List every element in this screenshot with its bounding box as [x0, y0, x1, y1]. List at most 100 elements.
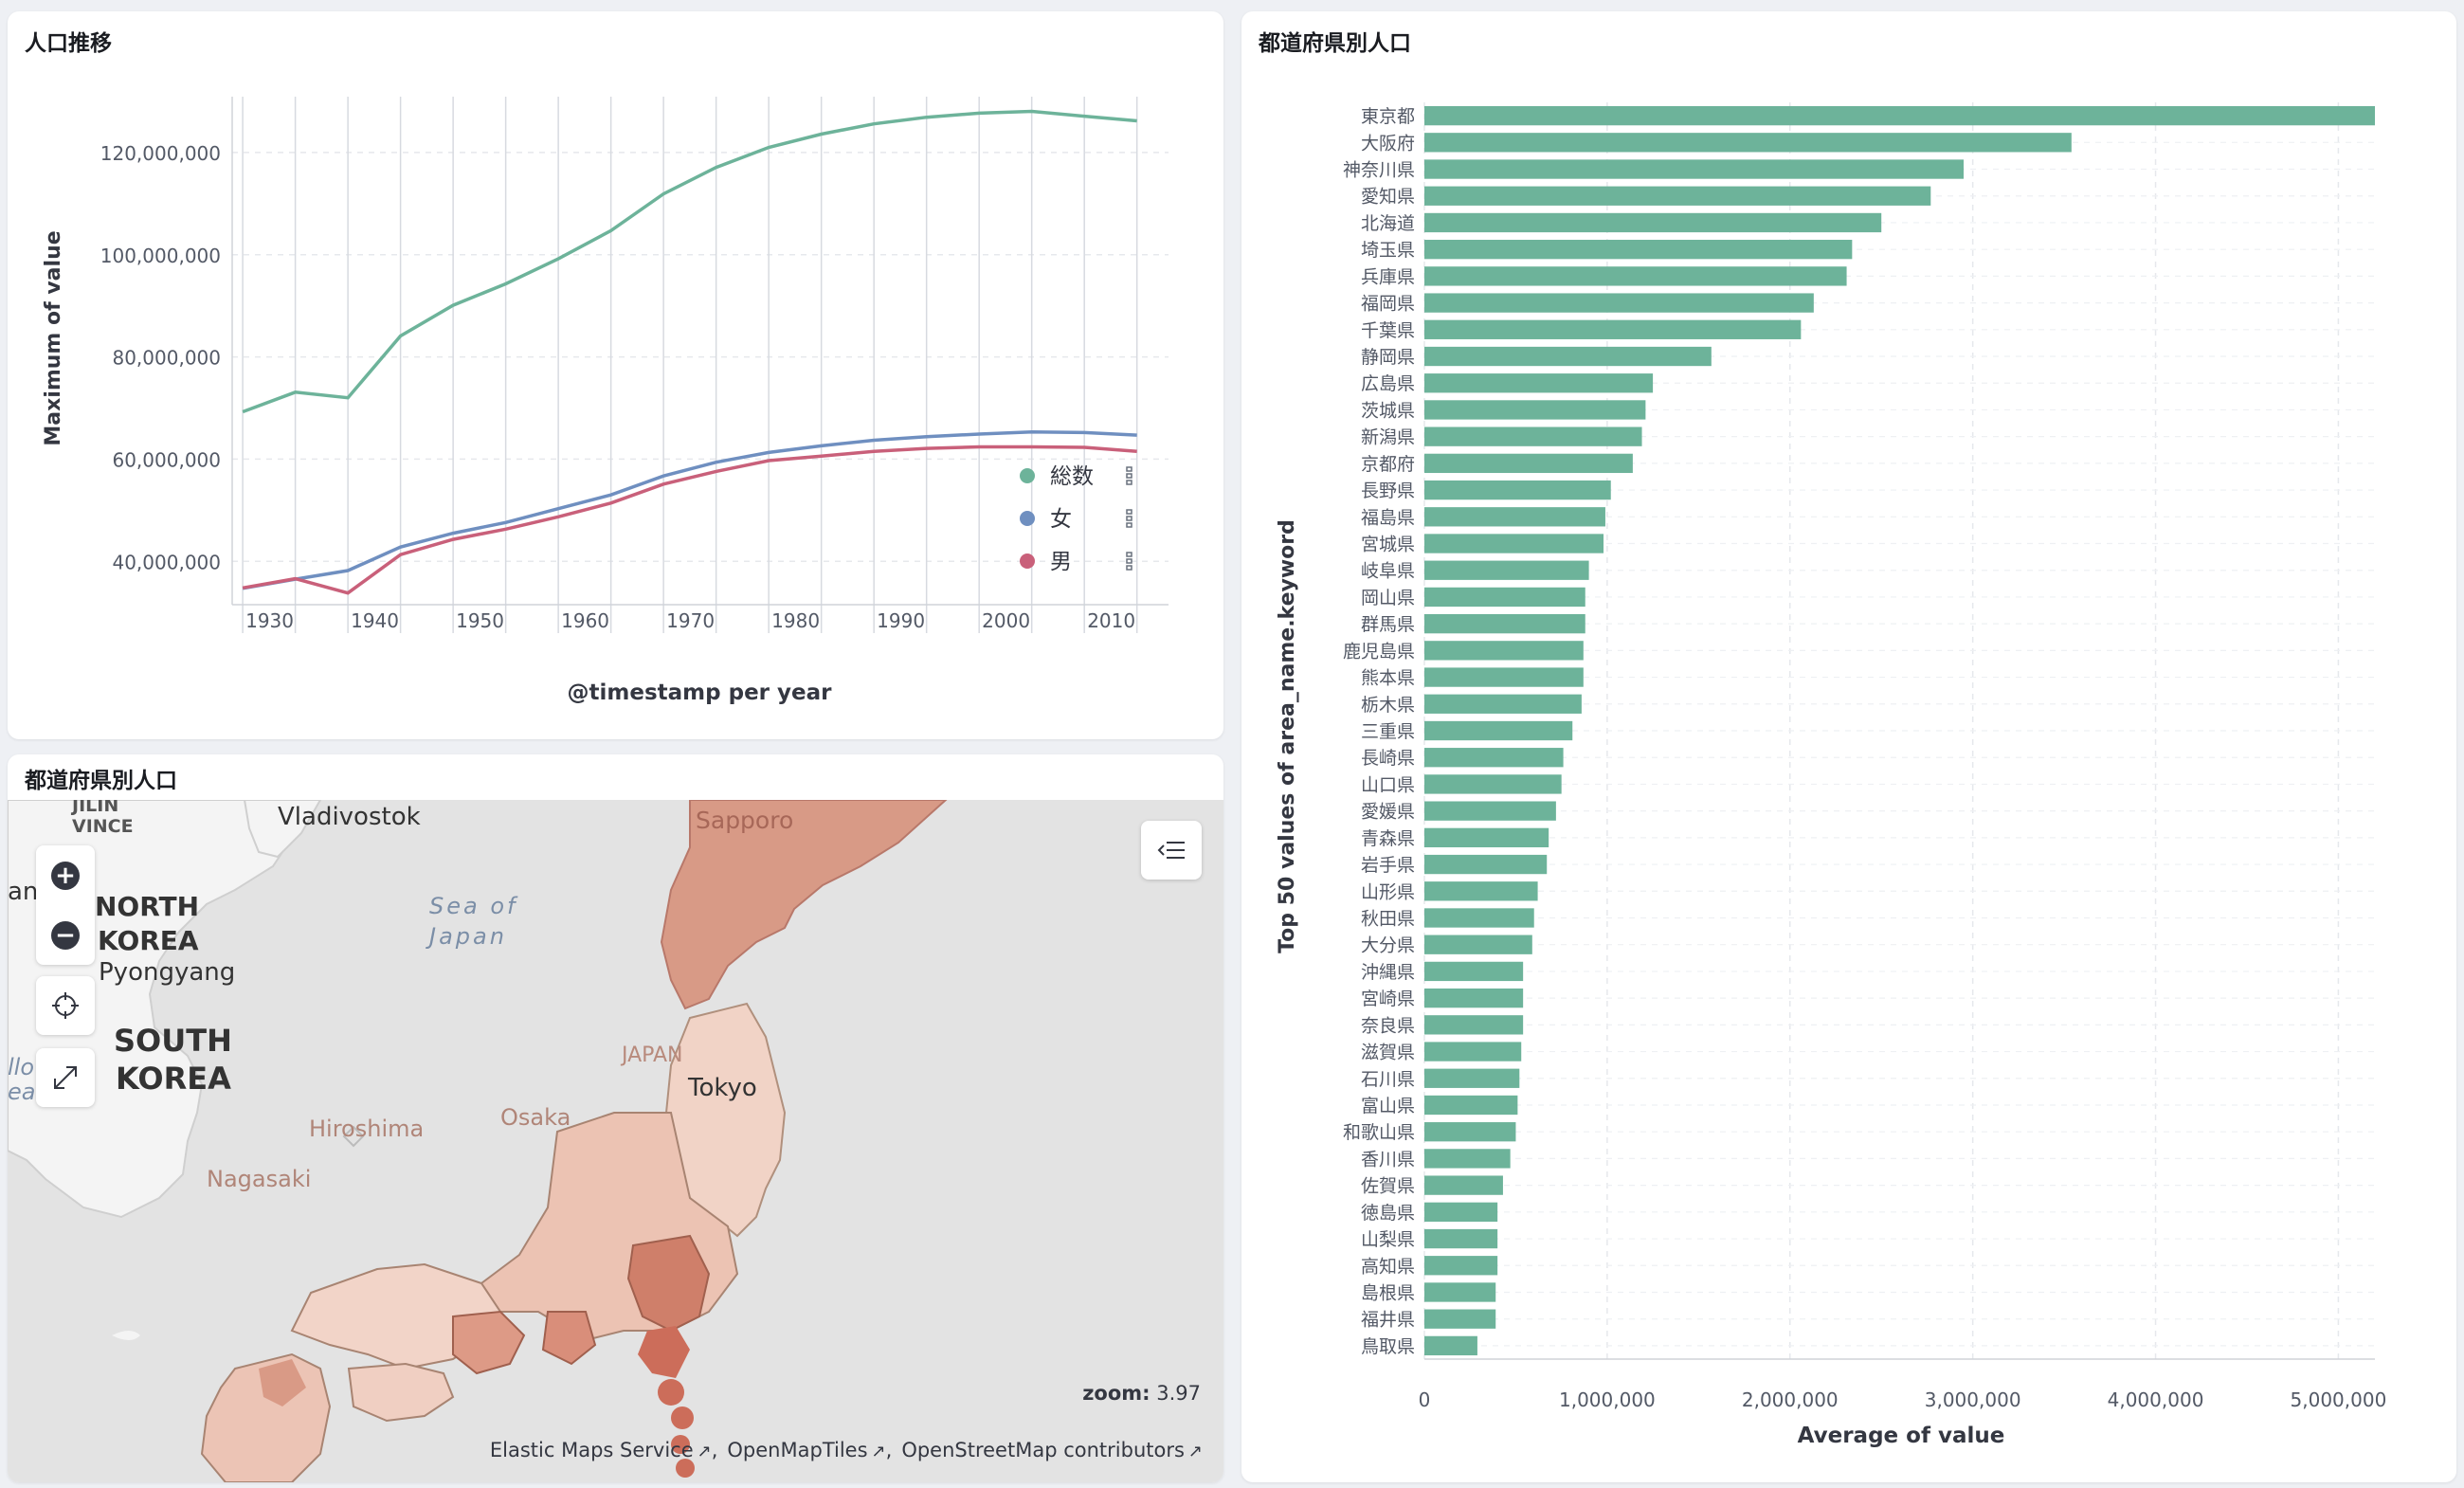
map-label-sea-1: Sea of [429, 893, 518, 919]
bar [1424, 319, 1802, 339]
bar-category-label: 宮崎県 [1361, 989, 1415, 1009]
map-label-yellow-sea-2: ea [8, 1079, 35, 1105]
legend-menu-icon [1126, 522, 1132, 528]
line-chart-panel: 人口推移 120,000,000 100,000,000 80,000,000 60,… [8, 11, 1223, 739]
line-ylabel: Maximum of value [42, 230, 65, 445]
minus-icon: − [51, 920, 80, 950]
bar-category-label: 千葉県 [1361, 320, 1415, 341]
russia-coast [243, 800, 322, 859]
legend-menu-icon [1126, 509, 1132, 515]
legend-menu-icon [1126, 558, 1132, 564]
bar [1424, 801, 1556, 821]
bar [1424, 720, 1573, 741]
zoom-in-button[interactable]: + [36, 845, 95, 905]
map-label-north-korea-1: NORTH [95, 891, 199, 922]
bar-category-label: 兵庫県 [1361, 266, 1415, 287]
line-panel-title: 人口推移 [25, 31, 112, 56]
bar [1424, 1282, 1496, 1302]
legend-swatch-総数 [1020, 468, 1035, 483]
bar-category-label: 長崎県 [1361, 748, 1415, 769]
layer-control-toggle[interactable] [1141, 821, 1202, 880]
bar-category-label: 鹿児島県 [1343, 641, 1415, 662]
map-zoom-readout: zoom: 3.97 [1082, 1382, 1201, 1405]
bar [1424, 1095, 1518, 1116]
legend-label-女: 女 [1050, 507, 1072, 532]
zoom-out-button[interactable]: − [36, 905, 95, 965]
bar-category-label: 愛媛県 [1361, 802, 1415, 823]
kanto-region [626, 1234, 711, 1333]
bar [1424, 667, 1584, 687]
map-panel: 都道府県別人口 [8, 754, 1223, 1482]
line-chart: 120,000,000 100,000,000 80,000,000 60,000,0… [42, 97, 1169, 705]
bar-category-label: 福岡県 [1361, 294, 1415, 315]
bar-category-label: 山形県 [1361, 881, 1415, 902]
legend-menu-icon [1126, 480, 1132, 485]
bar [1424, 159, 1965, 179]
bar-category-label: 大阪府 [1361, 133, 1415, 154]
line-xlabel: @timestamp per year [568, 680, 833, 705]
legend-label-男: 男 [1050, 550, 1072, 574]
bar-category-label: 岩手県 [1361, 855, 1415, 876]
bar-category-label: 群馬県 [1361, 614, 1415, 635]
map-label-partial: an [8, 878, 38, 906]
aichi-region [541, 1311, 597, 1366]
bar [1424, 1256, 1498, 1276]
line-xtick-label: 1990 [877, 609, 925, 632]
bar [1424, 1122, 1516, 1142]
bar-category-label: 佐賀県 [1361, 1176, 1415, 1197]
bar-category-label: 沖縄県 [1361, 962, 1415, 983]
set-view-button[interactable] [36, 976, 95, 1035]
attribution-link-openmaptiles[interactable]: OpenMapTiles ↗, [727, 1439, 893, 1461]
bar [1424, 1309, 1496, 1329]
bar-chart-axes: 0 1,000,000 2,000,000 3,000,000 4,000,000 5,0… [1343, 106, 2386, 1411]
line-xtick-label: 1940 [351, 609, 399, 632]
line-xtick-label: 1930 [245, 609, 294, 632]
map-svg: Vladivostok JILIN VINCE Sapporo NORTH KO… [8, 800, 948, 1482]
line-xtick-label: 1950 [456, 609, 504, 632]
bar-xtick-label: 4,000,000 [2108, 1388, 2204, 1411]
bar-category-label: 富山県 [1361, 1096, 1415, 1116]
map-label-province: VINCE [72, 816, 134, 837]
bar [1424, 587, 1585, 608]
bar-category-label: 栃木県 [1361, 695, 1415, 716]
attribution-link-ems[interactable]: Elastic Maps Service ↗, [489, 1439, 718, 1461]
map-label-nagasaki: Nagasaki [207, 1166, 311, 1192]
bar-category-label: 山口県 [1361, 774, 1415, 795]
bar-category-label: 島根県 [1361, 1282, 1415, 1303]
line-chart-grid [232, 97, 1169, 633]
legend-swatch-女 [1020, 511, 1035, 526]
bar-xlabel: Average of value [1798, 1424, 2005, 1448]
map-canvas[interactable]: Vladivostok JILIN VINCE Sapporo NORTH KO… [8, 800, 1223, 1482]
bar-ylabel: Top 50 values of area_name.keyword [1276, 519, 1299, 953]
bar-category-label: 徳島県 [1361, 1203, 1415, 1224]
line-ytick-label: 40,000,000 [112, 551, 221, 573]
line-series-女 [242, 430, 1137, 590]
bar [1424, 854, 1548, 875]
hokkaido [660, 800, 948, 1010]
line-xtick-label: 1970 [666, 609, 715, 632]
bar [1424, 827, 1549, 848]
attribution-link-osm[interactable]: OpenStreetMap contributors ↗ [901, 1439, 1203, 1461]
bar [1424, 1335, 1477, 1356]
bar [1424, 400, 1646, 420]
map-label-jilin: JILIN [70, 800, 118, 816]
legend-menu-icon [1126, 466, 1132, 472]
bar-category-label: 三重県 [1361, 721, 1415, 742]
legend-menu-icon [1126, 552, 1132, 557]
plus-icon: + [51, 861, 80, 890]
bar [1424, 560, 1589, 580]
dokdo-marker [342, 1125, 365, 1148]
fukuoka-region [259, 1359, 306, 1406]
bar-chart-panel: 都道府県別人口 0 1,000,000 2,000,000 3,000,000 4,00… [1241, 11, 2456, 1482]
bar [1424, 908, 1534, 928]
bar-xtick-label: 3,000,000 [1925, 1388, 2021, 1411]
bar-category-label: 愛知県 [1361, 187, 1415, 208]
bar-category-label: 東京都 [1361, 106, 1415, 127]
bar [1424, 641, 1584, 661]
fullscreen-button[interactable] [36, 1048, 95, 1107]
map-label-south-korea-1: SOUTH [114, 1023, 232, 1059]
bar [1424, 266, 1847, 286]
bar [1424, 748, 1564, 768]
map-label-japan: JAPAN [620, 1043, 683, 1067]
